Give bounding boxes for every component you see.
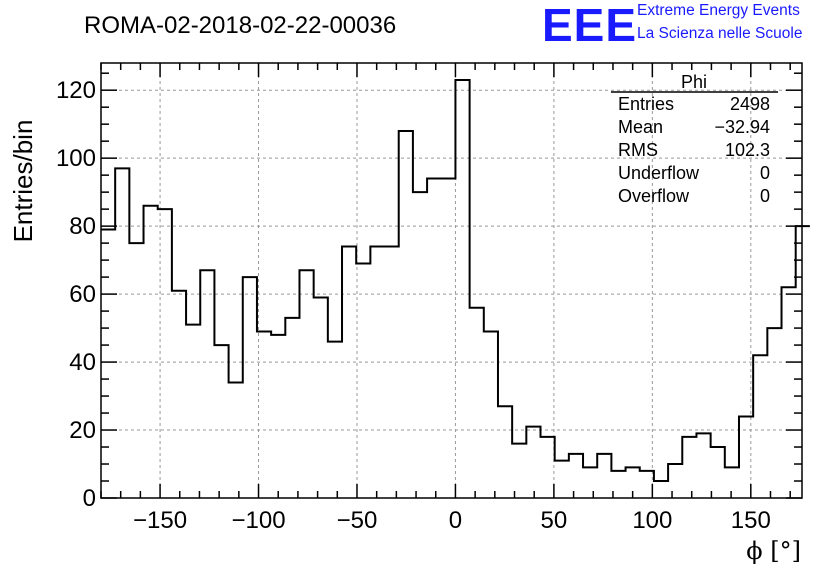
x-tick-label: 150 — [731, 507, 771, 534]
stats-row-label: Mean — [618, 117, 663, 137]
stats-row-label: Entries — [618, 94, 674, 114]
stats-row-value: 0 — [760, 186, 770, 206]
stats-row-value: 0 — [760, 163, 770, 183]
x-tick-label: −50 — [337, 507, 378, 534]
x-tick-labels: −150 −100 −50 0 50 100 150 — [133, 507, 771, 534]
x-tick-label: 50 — [541, 507, 568, 534]
stats-row-label: Overflow — [618, 186, 690, 206]
stats-row-value: 102.3 — [725, 140, 770, 160]
stats-row-label: Underflow — [618, 163, 700, 183]
y-tick-labels: 0 20 40 60 80 100 120 — [56, 77, 96, 512]
logo-line-2: La Scienza nelle Scuole — [637, 25, 803, 42]
grid — [101, 63, 802, 498]
eee-logo: EEE — [542, 0, 638, 51]
logo-line-1: Extreme Energy Events — [637, 2, 800, 19]
stats-box: Phi Entries 2498 Mean −32.94 RMS 102.3 Underfl… — [611, 72, 778, 206]
stats-row-label: RMS — [618, 140, 658, 160]
y-tick-label: 0 — [83, 485, 96, 512]
histogram-series-line — [101, 78, 810, 483]
stats-row-value: 2498 — [730, 94, 770, 114]
x-axis-label: ϕ [°] — [746, 537, 801, 565]
y-tick-label: 40 — [69, 349, 96, 376]
y-axis-label: Entries/bin — [8, 120, 38, 243]
y-tick-label: 20 — [69, 417, 96, 444]
x-tick-label: 100 — [632, 507, 672, 534]
x-tick-label: −100 — [231, 507, 285, 534]
x-tick-label: −150 — [133, 507, 187, 534]
chart-title: ROMA-02-2018-02-22-00036 — [84, 12, 396, 39]
y-tick-label: 80 — [69, 213, 96, 240]
stats-box-title: Phi — [681, 72, 707, 92]
y-tick-label: 100 — [56, 145, 96, 172]
y-tick-label: 120 — [56, 77, 96, 104]
y-tick-label: 60 — [69, 281, 96, 308]
stats-row-value: −32.94 — [714, 117, 770, 137]
stats-box-rows: Entries 2498 Mean −32.94 RMS 102.3 Underflow 0 O… — [618, 94, 770, 206]
x-tick-label: 0 — [449, 507, 462, 534]
plot-frame — [100, 62, 803, 499]
